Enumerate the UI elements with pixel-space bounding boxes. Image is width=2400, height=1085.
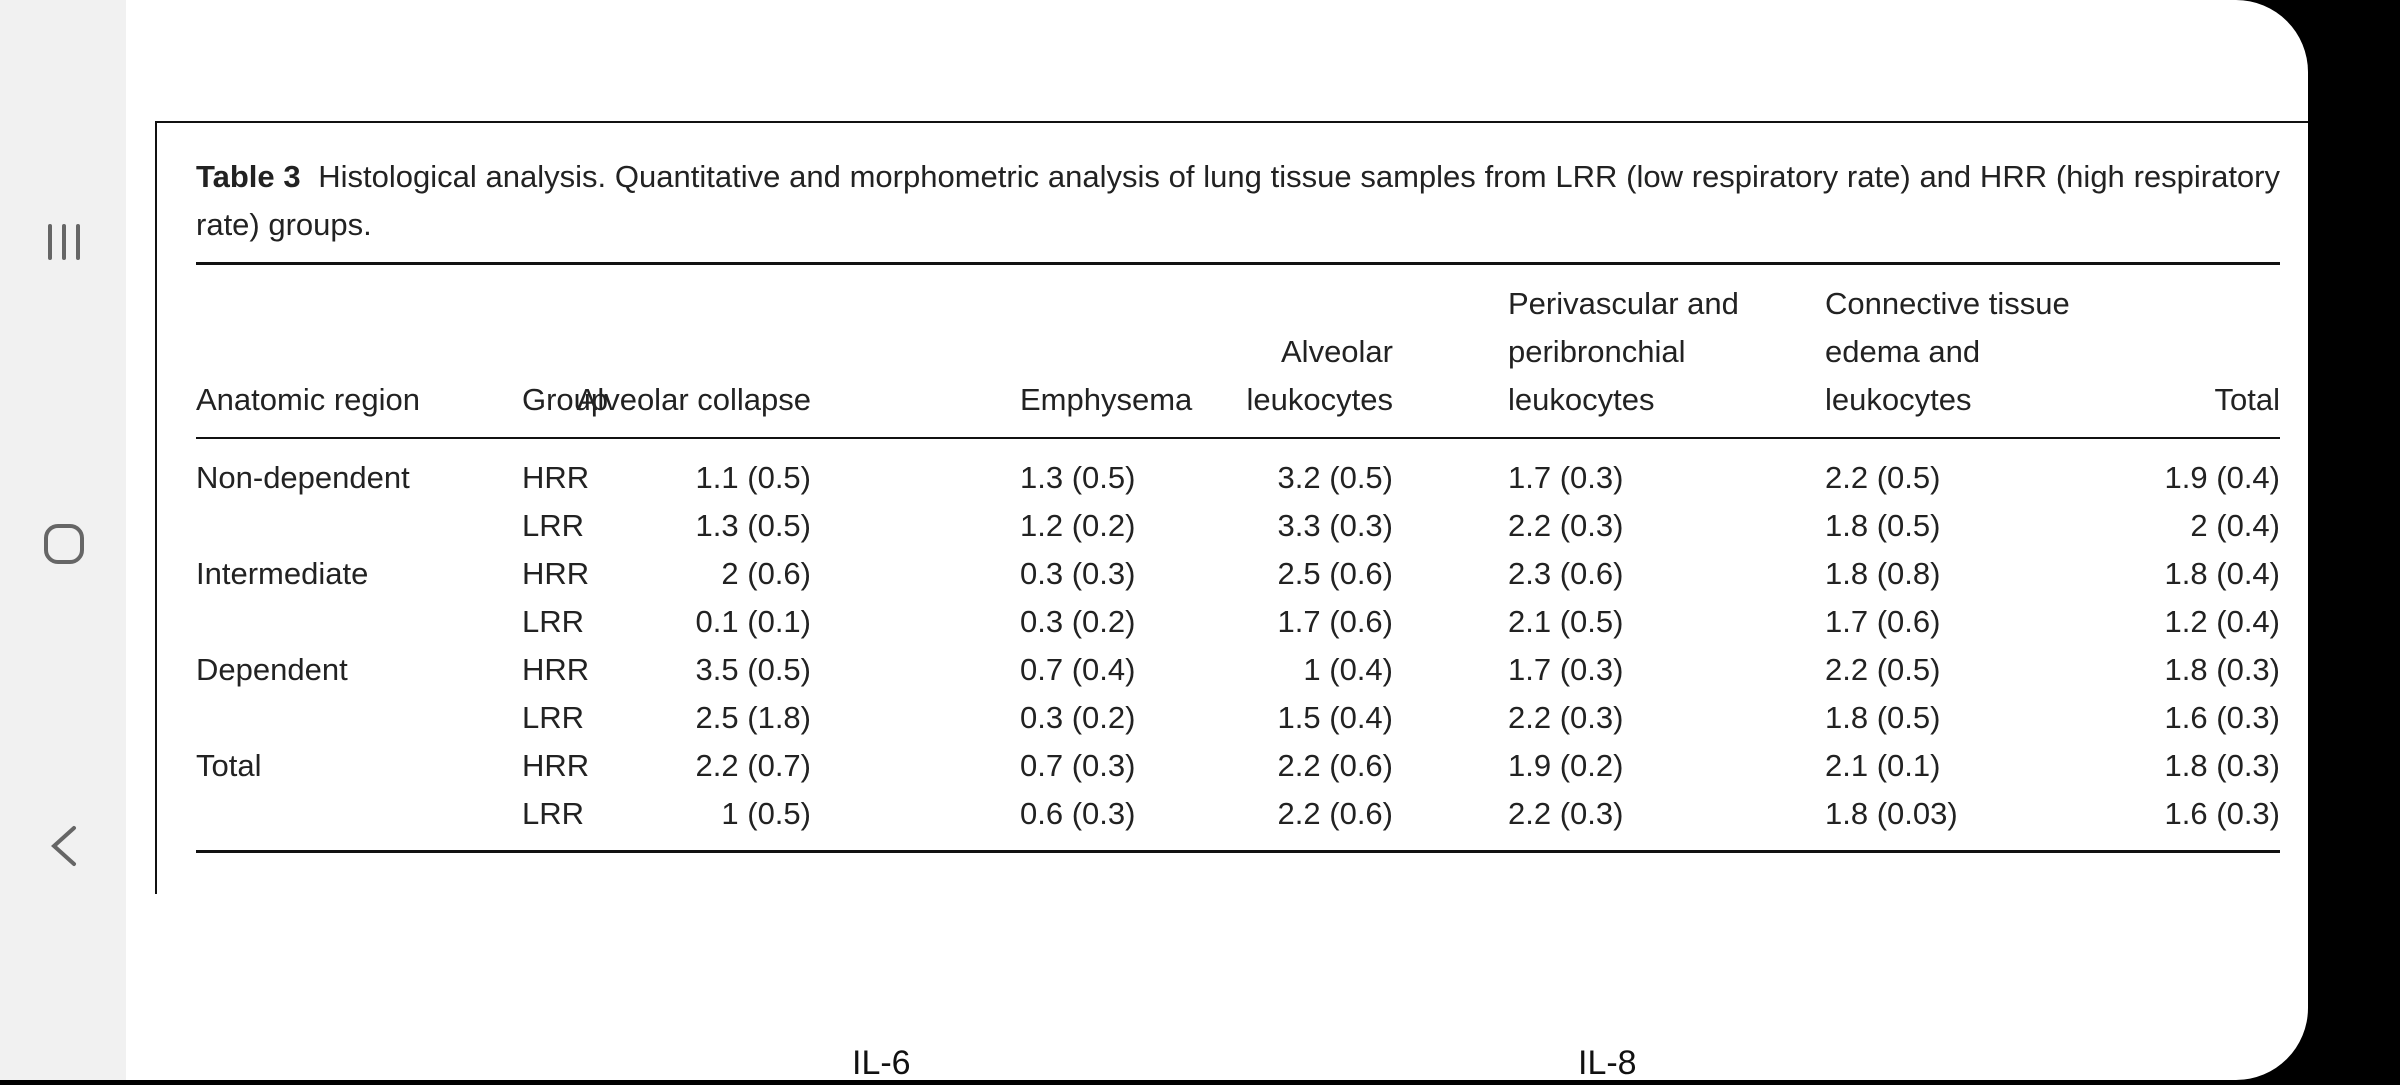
value-cell: 0.6 (0.3): [1020, 796, 1136, 831]
column-header: Connective tissue: [1825, 286, 2070, 321]
column-header: Alveolar collapse: [576, 382, 811, 417]
table-label: Table 3: [196, 159, 301, 194]
value-cell: 0.7 (0.4): [1020, 652, 1136, 687]
group-cell: HRR: [522, 460, 590, 495]
column-header: Total: [2214, 382, 2280, 417]
value-cell: 2.2 (0.3): [1508, 796, 1624, 831]
value-cell: 2.2 (0.6): [1277, 796, 1393, 831]
nav-icons: [44, 224, 84, 866]
value-cell: 1 (0.5): [721, 796, 811, 831]
value-cell: 1.7 (0.6): [1277, 604, 1393, 639]
value-cell: 1.3 (0.5): [695, 508, 811, 543]
column-header: leukocytes: [1825, 382, 1972, 417]
value-cell: 2.2 (0.5): [1825, 652, 1941, 687]
header-rule: [196, 437, 2280, 439]
value-cell: 1.9 (0.2): [1508, 748, 1624, 783]
value-cell: 0.3 (0.3): [1020, 556, 1136, 591]
value-cell: 1.7 (0.3): [1508, 652, 1624, 687]
value-cell: 2.2 (0.3): [1508, 700, 1624, 735]
value-cell: 1.8 (0.3): [2164, 652, 2280, 687]
value-cell: 1.8 (0.3): [2164, 748, 2280, 783]
value-cell: 2 (0.6): [721, 556, 811, 591]
column-header: leukocytes: [1508, 382, 1655, 417]
value-cell: 1.6 (0.3): [2164, 796, 2280, 831]
value-cell: 1.6 (0.3): [2164, 700, 2280, 735]
value-cell: 2.5 (0.6): [1277, 556, 1393, 591]
value-cell: 1.5 (0.4): [1277, 700, 1393, 735]
value-cell: 1.2 (0.2): [1020, 508, 1136, 543]
group-cell: LRR: [522, 796, 585, 831]
document-panel: Table 3 Histological analysis. Quantitat…: [126, 0, 2308, 1080]
value-cell: 1.8 (0.5): [1825, 508, 1941, 543]
group-cell: LRR: [522, 604, 585, 639]
value-cell: 2.2 (0.6): [1277, 748, 1393, 783]
column-header: Emphysema: [1020, 382, 1193, 417]
value-cell: 1.2 (0.4): [2164, 604, 2280, 639]
value-cell: 1 (0.4): [1303, 652, 1393, 687]
value-cell: 2 (0.4): [2190, 508, 2280, 543]
column-header: edema and: [1825, 334, 1981, 369]
value-cell: 2.2 (0.3): [1508, 508, 1624, 543]
value-cell: 3.2 (0.5): [1277, 460, 1393, 495]
row-header: Dependent: [196, 652, 348, 687]
back-icon[interactable]: [51, 826, 76, 866]
group-cell: LRR: [522, 508, 585, 543]
column-header: Anatomic region: [196, 382, 421, 417]
value-cell: 1.8 (0.4): [2164, 556, 2280, 591]
panel-title: IL-8: [1578, 1044, 1637, 1080]
table-frame-left: [155, 121, 157, 894]
navigation-bar: [0, 0, 126, 1080]
value-cell: 2.1 (0.5): [1508, 604, 1624, 639]
column-header: Alveolar: [1281, 334, 1393, 369]
group-cell: HRR: [522, 748, 590, 783]
value-cell: 1.9 (0.4): [2164, 460, 2280, 495]
value-cell: 3.3 (0.3): [1277, 508, 1393, 543]
value-cell: 2.3 (0.6): [1508, 556, 1624, 591]
value-cell: 2.2 (0.5): [1825, 460, 1941, 495]
value-cell: 0.3 (0.2): [1020, 604, 1136, 639]
value-cell: 1.3 (0.5): [1020, 460, 1136, 495]
value-cell: 1.7 (0.6): [1825, 604, 1941, 639]
bottom-rule: [196, 850, 2280, 853]
value-cell: 1.1 (0.5): [695, 460, 811, 495]
column-header: peribronchial: [1508, 334, 1686, 369]
row-header: Intermediate: [196, 556, 369, 591]
group-cell: HRR: [522, 556, 590, 591]
value-cell: 0.3 (0.2): [1020, 700, 1136, 735]
top-rule: [196, 262, 2280, 265]
value-cell: 1.7 (0.3): [1508, 460, 1624, 495]
value-cell: 1.8 (0.03): [1825, 796, 1958, 831]
row-header: Non-dependent: [196, 460, 410, 495]
caption-text: Histological analysis. Quantitative and …: [196, 159, 2280, 242]
value-cell: 0.1 (0.1): [695, 604, 811, 639]
table-frame-top: [155, 121, 2308, 123]
row-header: Total: [196, 748, 262, 783]
column-header: Group: [522, 382, 609, 417]
column-header: leukocytes: [1246, 382, 1393, 417]
value-cell: 2.5 (1.8): [695, 700, 811, 735]
panel-title: IL-6: [852, 1044, 911, 1080]
value-cell: 2.1 (0.1): [1825, 748, 1941, 783]
home-icon[interactable]: [44, 524, 84, 564]
group-cell: LRR: [522, 700, 585, 735]
column-header: Perivascular and: [1508, 286, 1739, 321]
value-cell: 0.7 (0.3): [1020, 748, 1136, 783]
table-caption: Table 3 Histological analysis. Quantitat…: [196, 153, 2280, 249]
group-cell: HRR: [522, 652, 590, 687]
value-cell: 1.8 (0.8): [1825, 556, 1941, 591]
value-cell: 2.2 (0.7): [695, 748, 811, 783]
value-cell: 3.5 (0.5): [695, 652, 811, 687]
value-cell: 1.8 (0.5): [1825, 700, 1941, 735]
